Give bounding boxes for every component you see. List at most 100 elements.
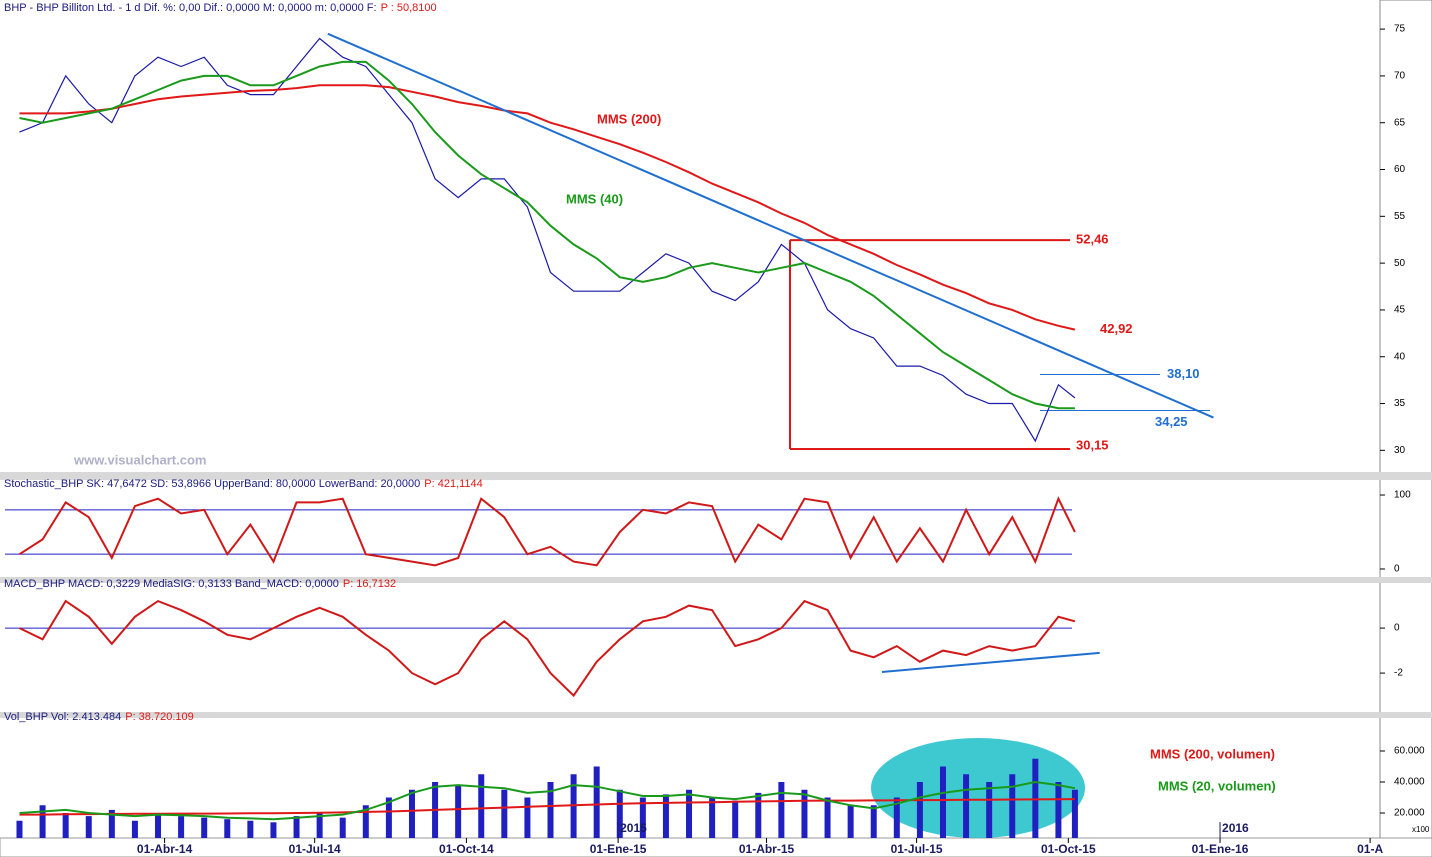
y-tick-label: 0 <box>1394 623 1400 634</box>
y-tick-label: 65 <box>1394 117 1406 128</box>
y-tick-label: 55 <box>1394 211 1406 222</box>
volume-bar <box>662 794 669 838</box>
y-tick-label: 40.000 <box>1394 777 1425 788</box>
y-tick-label: 45 <box>1394 305 1406 316</box>
watermark: www.visualchart.com <box>73 452 206 467</box>
volume-bar <box>270 822 277 838</box>
volume-bar <box>755 792 762 838</box>
x-tick-label: 01-A <box>1357 842 1383 856</box>
y-tick-label: 20.000 <box>1394 808 1425 819</box>
y-tick-label: 0 <box>1394 564 1400 575</box>
x-tick-label: 01-Jul-15 <box>891 842 943 856</box>
volume-bar <box>39 805 46 838</box>
volume-bar <box>478 774 485 838</box>
volume-bar <box>178 816 185 838</box>
level-label: 52,46 <box>1076 232 1109 247</box>
volume-bar <box>778 782 785 838</box>
x-tick-label: 01-Oct-14 <box>439 842 494 856</box>
volume-bar <box>316 813 323 838</box>
year-label: 2016 <box>1222 821 1249 835</box>
volume-bar <box>131 820 138 838</box>
y-tick-label: 30 <box>1394 445 1406 456</box>
volume-bar <box>1071 789 1078 838</box>
x-tick-label: 01-Jul-14 <box>289 842 341 856</box>
volume-bar <box>155 813 162 838</box>
volume-bar <box>62 813 69 838</box>
volume-bar <box>501 789 508 838</box>
volume-bar <box>108 809 115 838</box>
volume-bar <box>686 789 693 838</box>
x-tick-label: 01-Ene-16 <box>1192 842 1249 856</box>
volume-bar <box>824 797 831 838</box>
volume-bar <box>362 805 369 838</box>
y-tick-label: 40 <box>1394 351 1406 362</box>
series-annotation: MMS (200, volumen) <box>1150 746 1275 761</box>
series-line <box>18 496 1076 567</box>
series-line <box>19 37 1076 443</box>
volume-bar <box>201 817 208 838</box>
year-label: 2015 <box>620 821 647 835</box>
volume-bar <box>293 816 300 838</box>
panel-header: BHP - BHP Billiton Ltd. - 1 d Dif. %: 0,… <box>4 2 377 14</box>
panel-separator <box>0 712 1432 718</box>
volume-bar <box>870 805 877 838</box>
series-line <box>19 84 1076 331</box>
volume-bar <box>616 789 623 838</box>
y-tick-label: 75 <box>1394 24 1406 35</box>
unit-label: x100 <box>1412 825 1430 834</box>
volume-bar <box>709 797 716 838</box>
volume-bar <box>339 817 346 838</box>
trend-line <box>881 651 1100 673</box>
volume-bar <box>593 766 600 838</box>
y-tick-label: 70 <box>1394 71 1406 82</box>
level-label: 34,25 <box>1155 414 1188 429</box>
volume-bar <box>732 800 739 838</box>
volume-bar <box>847 805 854 838</box>
volume-bar <box>385 797 392 838</box>
volume-bar <box>963 774 970 838</box>
panel-header-price: P: 16,7132 <box>343 578 396 590</box>
series-annotation: MMS (40) <box>566 191 623 206</box>
panel-header: MACD_BHP MACD: 0,3229 MediaSIG: 0,3133 B… <box>4 578 339 590</box>
panel-separator <box>0 472 1432 480</box>
volume-bar <box>547 782 554 838</box>
y-tick-label: -2 <box>1394 668 1403 679</box>
volume-bar <box>455 785 462 838</box>
volume-bar <box>247 820 254 838</box>
volume-bar <box>893 797 900 838</box>
volume-bar <box>85 816 92 838</box>
y-tick-label: 60 <box>1394 164 1406 175</box>
y-tick-label: 100 <box>1394 490 1411 501</box>
panel-header-price: P: 421,1144 <box>424 478 483 490</box>
volume-bar <box>1009 774 1016 838</box>
panel-header-price: P : 50,8100 <box>381 2 437 14</box>
series-line <box>19 798 1075 816</box>
x-tick-label: 01-Oct-15 <box>1041 842 1096 856</box>
y-tick-label: 35 <box>1394 398 1406 409</box>
y-tick-label: 60.000 <box>1394 746 1425 757</box>
volume-bar <box>639 797 646 838</box>
volume-bar <box>224 819 231 838</box>
series-line <box>19 599 1076 698</box>
volume-bar <box>524 797 531 838</box>
series-line <box>19 780 1076 821</box>
volume-bar <box>1055 782 1062 838</box>
volume-bar <box>916 782 923 838</box>
level-label: 42,92 <box>1100 321 1133 336</box>
series-annotation: MMS (20, volumen) <box>1158 778 1276 793</box>
x-tick-label: 01-Abr-15 <box>739 842 795 856</box>
level-label: 38,10 <box>1167 366 1200 381</box>
series-line <box>19 60 1075 410</box>
y-tick-label: 50 <box>1394 258 1406 269</box>
panel-header: Vol_BHP Vol: 2.413.484 <box>4 711 121 723</box>
x-tick-label: 01-Abr-14 <box>137 842 193 856</box>
volume-bar <box>986 782 993 838</box>
panel-header: Stochastic_BHP SK: 47,6472 SD: 53,8966 U… <box>4 478 420 490</box>
series-annotation: MMS (200) <box>597 111 661 126</box>
date-axis-strip <box>0 837 1432 857</box>
x-tick-label: 01-Ene-15 <box>590 842 647 856</box>
volume-bar <box>939 766 946 838</box>
panel-separator <box>0 577 1432 583</box>
volume-bar <box>801 789 808 838</box>
